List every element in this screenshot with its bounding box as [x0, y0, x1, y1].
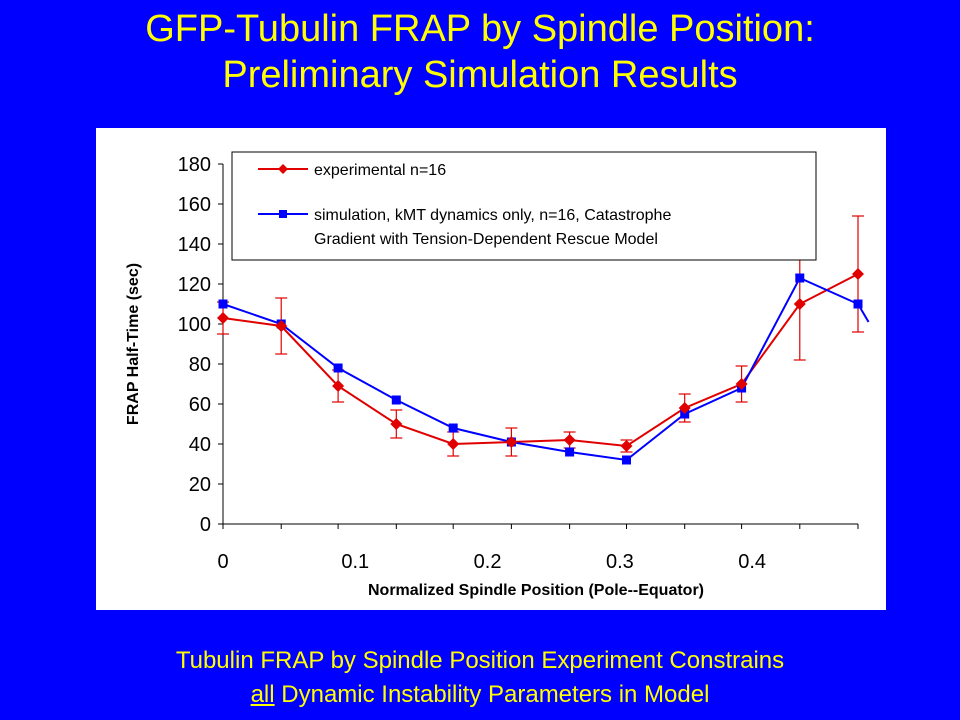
- data-point-experimental: [390, 418, 403, 430]
- y-tick-label: 140: [178, 234, 211, 256]
- y-axis-label: FRAP Half-Time (sec): [125, 263, 142, 425]
- y-tick-label: 40: [189, 434, 211, 456]
- data-point-simulation: [333, 363, 343, 373]
- data-point-experimental: [678, 402, 691, 414]
- x-tick-label: 0.1: [341, 551, 369, 573]
- series-layer: [217, 215, 870, 465]
- y-tick-label: 180: [178, 154, 211, 176]
- legend-label-experimental: experimental n=16: [314, 162, 446, 179]
- data-point-experimental: [332, 380, 345, 392]
- data-point-simulation: [565, 447, 575, 457]
- y-tick-label: 0: [200, 514, 211, 536]
- y-tick-label: 80: [189, 354, 211, 376]
- slide-caption: Tubulin FRAP by Spindle Position Experim…: [0, 644, 960, 712]
- slide-title-line-2: Preliminary Simulation Results: [222, 54, 738, 96]
- data-point-experimental: [620, 440, 633, 452]
- caption-emphasis-all: all: [250, 681, 275, 708]
- y-tick-label: 160: [178, 194, 211, 216]
- x-tick-label: 0: [217, 551, 228, 573]
- data-point-simulation: [853, 299, 863, 309]
- slide-title: GFP-Tubulin FRAP by Spindle Position: Pr…: [0, 6, 960, 98]
- data-point-experimental: [275, 320, 288, 332]
- data-point-experimental: [447, 438, 460, 450]
- chart-panel: 0 20 40 60 80 100 120 140 160 180 0 0.1 0.2 0.3 0.4 e…: [96, 128, 886, 610]
- y-tick-label: 100: [178, 314, 211, 336]
- caption-line-1: Tubulin FRAP by Spindle Position Experim…: [175, 647, 785, 674]
- data-point-experimental: [563, 434, 576, 446]
- data-point-simulation: [448, 423, 458, 433]
- data-point-experimental: [735, 378, 748, 390]
- data-point-simulation: [218, 299, 228, 309]
- legend-box: [231, 151, 817, 261]
- legend-marker-simulation: [279, 210, 287, 218]
- data-point-simulation: [391, 395, 401, 405]
- data-point-experimental: [505, 436, 518, 448]
- slide-title-line-1: GFP-Tubulin FRAP by Spindle Position:: [145, 8, 815, 50]
- legend: experimental n=16 simulation, kMT dynami…: [231, 151, 817, 261]
- y-axis-ticks: 0 20 40 60 80 100 120 140 160 180: [178, 154, 223, 536]
- caption-line-2: all Dynamic Instability Parameters in Mo…: [0, 678, 960, 712]
- series-line-experimental: [222, 273, 859, 448]
- x-tick-label: 0.3: [606, 551, 634, 573]
- y-tick-label: 60: [189, 394, 211, 416]
- series-line-simulation: [222, 276, 870, 462]
- legend-label-simulation-line-2: Gradient with Tension-Dependent Rescue M…: [314, 231, 658, 248]
- x-axis-label: Normalized Spindle Position (Pole--Equat…: [368, 582, 704, 599]
- x-axis-ticks: 0 0.1 0.2 0.3 0.4: [217, 524, 859, 573]
- caption-line-2-rest: Dynamic Instability Parameters in Model: [274, 681, 710, 708]
- data-point-simulation: [795, 273, 805, 283]
- chart-axes: [222, 164, 858, 525]
- data-point-simulation: [621, 455, 631, 465]
- legend-marker-experimental: [278, 164, 288, 174]
- x-tick-label: 0.2: [474, 551, 502, 573]
- data-point-experimental: [217, 312, 229, 324]
- x-tick-label: 0.4: [738, 551, 766, 573]
- y-tick-label: 20: [189, 474, 211, 496]
- data-point-experimental: [852, 268, 864, 280]
- frap-chart: 0 20 40 60 80 100 120 140 160 180 0 0.1 0.2 0.3 0.4 e…: [125, 151, 870, 599]
- data-point-experimental: [793, 298, 806, 310]
- legend-label-simulation-line-1: simulation, kMT dynamics only, n=16, Cat…: [314, 207, 671, 224]
- y-tick-label: 120: [178, 274, 211, 296]
